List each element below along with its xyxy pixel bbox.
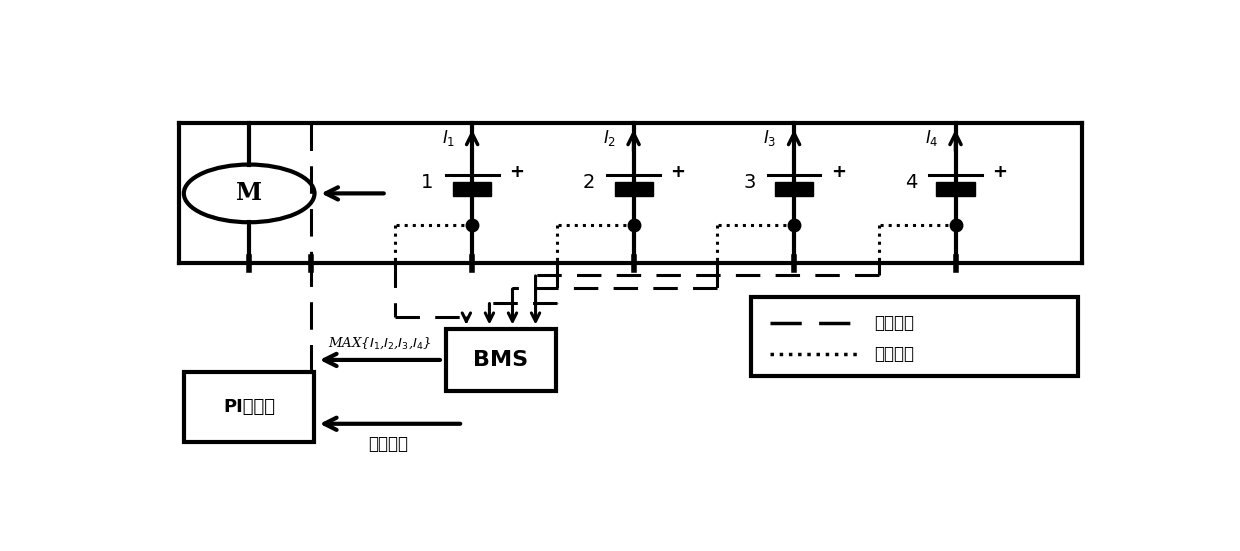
Text: 控制信号: 控制信号 xyxy=(874,314,914,332)
Bar xyxy=(936,181,975,196)
Text: 电流采样: 电流采样 xyxy=(874,345,914,363)
Text: 1: 1 xyxy=(422,174,434,192)
Bar xyxy=(615,181,652,196)
Text: 3: 3 xyxy=(743,174,755,192)
Bar xyxy=(445,329,557,391)
Text: $I_1$: $I_1$ xyxy=(441,128,455,148)
Text: +: + xyxy=(508,163,523,181)
Text: $I_2$: $I_2$ xyxy=(603,128,616,148)
Text: +: + xyxy=(671,163,686,181)
Text: BMS: BMS xyxy=(474,350,528,370)
Text: +: + xyxy=(992,163,1007,181)
Text: PI控制器: PI控制器 xyxy=(223,398,275,415)
Text: $I_3$: $I_3$ xyxy=(764,128,776,148)
Bar xyxy=(185,371,314,441)
Text: 2: 2 xyxy=(583,174,595,192)
Text: 电流上限: 电流上限 xyxy=(368,435,408,453)
Text: M: M xyxy=(236,181,262,206)
Text: +: + xyxy=(831,163,846,181)
Text: MAX{$I_1$,$I_2$,$I_3$,$I_4$}: MAX{$I_1$,$I_2$,$I_3$,$I_4$} xyxy=(329,335,432,350)
Bar xyxy=(751,298,1078,376)
Bar xyxy=(453,181,491,196)
Bar xyxy=(775,181,813,196)
Text: $I_4$: $I_4$ xyxy=(925,128,939,148)
Text: 4: 4 xyxy=(905,174,918,192)
